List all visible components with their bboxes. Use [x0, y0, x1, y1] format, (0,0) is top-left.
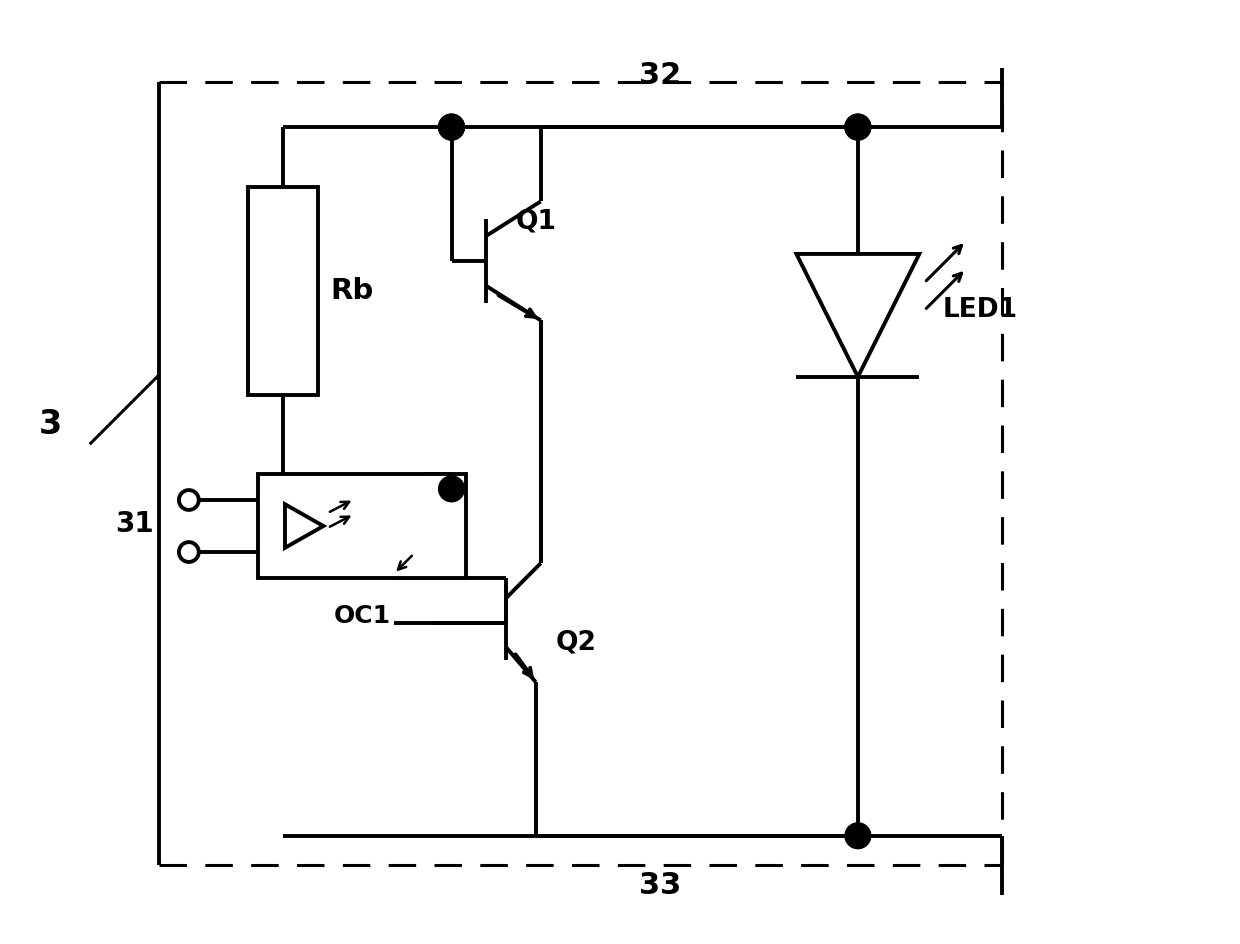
Polygon shape — [796, 254, 919, 377]
Circle shape — [844, 114, 870, 140]
Circle shape — [844, 114, 870, 140]
Bar — [248, 187, 317, 395]
Text: LED1: LED1 — [942, 297, 1017, 324]
Text: 3: 3 — [38, 408, 62, 441]
Circle shape — [439, 476, 465, 501]
Circle shape — [439, 114, 465, 140]
Text: 33: 33 — [639, 870, 681, 900]
Circle shape — [179, 542, 198, 562]
Circle shape — [439, 114, 465, 140]
Polygon shape — [285, 504, 324, 548]
Text: 31: 31 — [115, 510, 154, 537]
Text: OC1: OC1 — [334, 604, 391, 628]
Bar — [258, 474, 466, 578]
Text: 32: 32 — [639, 61, 681, 90]
Text: Q1: Q1 — [516, 209, 557, 234]
Circle shape — [844, 823, 870, 849]
Text: Rb: Rb — [331, 277, 373, 305]
Text: Q2: Q2 — [556, 630, 596, 655]
Circle shape — [179, 490, 198, 510]
